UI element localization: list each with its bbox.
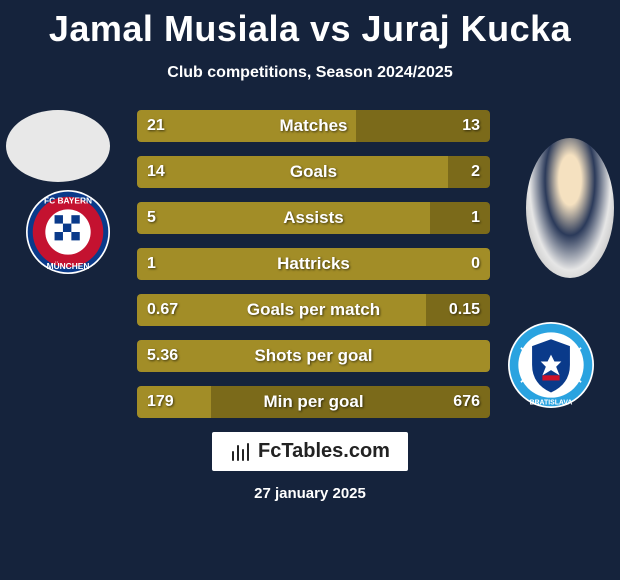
player-left-avatar — [6, 110, 110, 182]
stat-row: 14Goals2 — [137, 156, 490, 188]
bar-fill-right — [448, 156, 490, 188]
brand-text: FcTables.com — [258, 440, 390, 463]
page-subtitle: Club competitions, Season 2024/2025 — [0, 64, 620, 82]
stat-row: 5Assists1 — [137, 202, 490, 234]
player-left-club-badge: FC BAYERN MÜNCHEN — [26, 190, 110, 274]
bar-fill-left — [137, 202, 430, 234]
stat-bars: 21Matches13 14Goals2 5Assists1 1Hattricks0 0… — [137, 110, 490, 418]
stat-row: 5.36Shots per goal — [137, 340, 490, 372]
bar-fill-left — [137, 248, 490, 280]
bar-fill-left — [137, 340, 490, 372]
bar-fill-left — [137, 110, 356, 142]
footer: FcTables.com 27 january 2025 — [0, 432, 620, 502]
svg-text:MÜNCHEN: MÜNCHEN — [47, 261, 90, 271]
bar-fill-right — [356, 110, 490, 142]
brand-logo-icon — [230, 442, 252, 462]
bar-fill-left — [137, 156, 448, 188]
stat-row: 179Min per goal676 — [137, 386, 490, 418]
date-label: 27 january 2025 — [0, 485, 620, 502]
bar-fill-right — [430, 202, 490, 234]
player-right-club-badge: BRATISLAVA — [508, 322, 594, 408]
stat-row: 1Hattricks0 — [137, 248, 490, 280]
bayern-badge-icon: FC BAYERN MÜNCHEN — [26, 190, 110, 274]
bar-fill-right — [211, 386, 490, 418]
player-right-avatar — [526, 138, 614, 278]
page-title: Jamal Musiala vs Juraj Kucka — [0, 0, 620, 50]
bar-fill-right — [426, 294, 490, 326]
stat-row: 0.67Goals per match0.15 — [137, 294, 490, 326]
bar-fill-left — [137, 386, 211, 418]
stat-row: 21Matches13 — [137, 110, 490, 142]
brand-box: FcTables.com — [212, 432, 408, 471]
bar-fill-left — [137, 294, 426, 326]
comparison-content: FC BAYERN MÜNCHEN BRATISLAVA 21Matches13… — [0, 110, 620, 418]
svg-text:FC BAYERN: FC BAYERN — [44, 195, 92, 205]
svg-text:BRATISLAVA: BRATISLAVA — [530, 400, 573, 407]
slovan-badge-icon: BRATISLAVA — [508, 322, 594, 408]
